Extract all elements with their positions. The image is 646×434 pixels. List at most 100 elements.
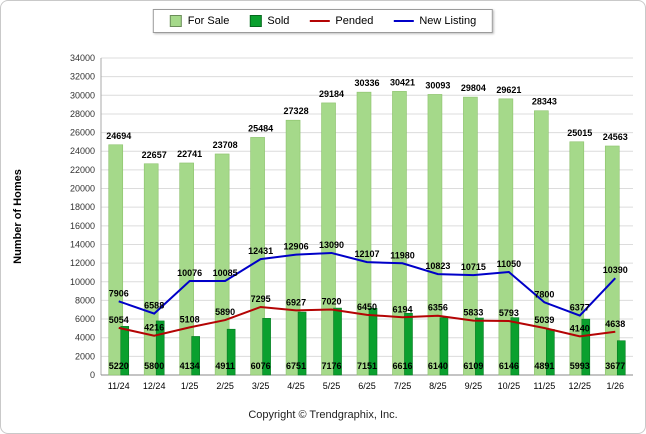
sold-value-label: 6751 [286,361,306,371]
new-listing-value-label: 10085 [213,268,238,278]
sold-value-label: 6140 [428,361,448,371]
y-tick-label: 14000 [70,239,95,249]
x-tick-label: 9/25 [465,381,483,391]
x-tick-label: 11/24 [108,381,130,391]
for-sale-value-label: 30421 [390,77,415,87]
for-sale-bar [179,162,194,376]
new-listing-value-label: 11980 [390,250,415,260]
legend-label: Sold [267,15,290,27]
pended-value-label: 4216 [144,323,164,333]
for-sale-value-label: 30093 [425,80,450,90]
sold-value-label: 5220 [109,361,129,371]
y-tick-label: 30000 [70,90,95,100]
for-sale-bar [321,102,336,376]
pended-value-label: 6194 [392,304,412,314]
sold-value-label: 7151 [357,361,377,371]
sold-bar [155,320,165,376]
for-sale-bar [604,145,620,376]
new-listing-swatch [393,20,414,22]
y-tick-label: 2000 [75,351,95,361]
y-tick-label: 10000 [70,277,95,287]
for-sale-bar [392,91,407,376]
x-tick-label: 7/25 [394,381,412,391]
pended-value-label: 5793 [499,308,519,318]
sold-value-label: 6109 [463,361,483,371]
pended-line [118,305,616,338]
new-listing-value-label: 7800 [534,289,554,299]
new-listing-value-label: 6377 [570,303,590,313]
y-tick-label: 22000 [70,165,95,175]
x-tick-label: 1/26 [607,381,625,391]
new-listing-value-label: 10823 [425,261,450,271]
x-tick-label: 12/25 [569,381,592,391]
y-tick-label: 6000 [75,314,95,324]
x-tick-label: 3/25 [252,381,270,391]
for-sale-value-label: 30336 [354,78,379,88]
for-sale-swatch [169,15,182,27]
x-tick-label: 6/25 [358,381,376,391]
x-tick-label: 4/25 [287,381,305,391]
for-sale-bar [463,96,478,376]
sold-bar [297,311,307,376]
for-sale-bar [534,110,549,376]
y-tick-label: 18000 [70,202,95,212]
sold-value-label: 6146 [499,361,519,371]
y-axis-title: Number of Homes [12,169,24,264]
for-sale-bar [427,94,443,376]
sold-bar [226,328,236,376]
sold-bar [475,317,484,376]
pended-value-label: 5890 [215,307,235,317]
for-sale-value-label: 25484 [248,123,273,133]
pended-value-label: 6356 [428,303,448,313]
new-listing-value-label: 6588 [144,301,164,311]
for-sale-bar [498,98,514,376]
pended-value-label: 5039 [534,315,554,325]
y-tick-label: 4000 [75,333,95,343]
for-sale-value-label: 28343 [532,97,557,107]
legend: For Sale Sold Pended New Listing [152,9,494,33]
for-sale-bar [569,141,585,376]
x-tick-label: 12/24 [143,381,166,391]
x-tick-label: 1/25 [181,381,199,391]
for-sale-bar [250,137,265,376]
sold-swatch [249,15,262,27]
sold-value-label: 7176 [322,361,342,371]
sold-value-label: 4911 [215,361,235,371]
x-tick-label: 2/25 [216,381,234,391]
new-listing-line [118,251,616,317]
for-sale-value-label: 24563 [603,132,628,142]
for-sale-bar [108,144,124,376]
copyright-text: Copyright © Trendgraphix, Inc. [248,409,398,421]
x-tick-label: 5/25 [323,381,341,391]
pended-value-label: 5108 [180,314,200,324]
for-sale-value-label: 29621 [496,85,521,95]
legend-item-new-listing: New Listing [393,15,476,27]
new-listing-value-label: 10390 [603,265,628,275]
sold-value-label: 4891 [534,361,554,371]
pended-value-label: 6450 [357,302,377,312]
pended-value-label: 5833 [463,308,483,318]
pended-value-label: 4638 [605,319,625,329]
for-sale-bar [143,163,159,376]
pended-value-label: 5054 [109,315,129,325]
y-tick-label: 28000 [70,109,95,119]
for-sale-value-label: 24694 [106,131,131,141]
sold-value-label: 6616 [392,361,412,371]
sold-bar [191,336,200,376]
legend-label: For Sale [187,15,230,27]
y-tick-label: 12000 [70,258,95,268]
x-tick-label: 8/25 [429,381,447,391]
for-sale-value-label: 22657 [142,150,167,160]
sold-bar [581,318,591,376]
legend-item-for-sale: For Sale [169,15,230,27]
legend-label: Pended [335,15,374,27]
for-sale-value-label: 27328 [284,106,309,116]
y-tick-label: 8000 [75,295,95,305]
for-sale-value-label: 29804 [461,83,486,93]
x-tick-label: 10/25 [498,381,521,391]
sold-bar [439,317,449,376]
pended-swatch [309,20,330,22]
pended-value-label: 7020 [322,297,342,307]
sold-bar [404,313,413,376]
